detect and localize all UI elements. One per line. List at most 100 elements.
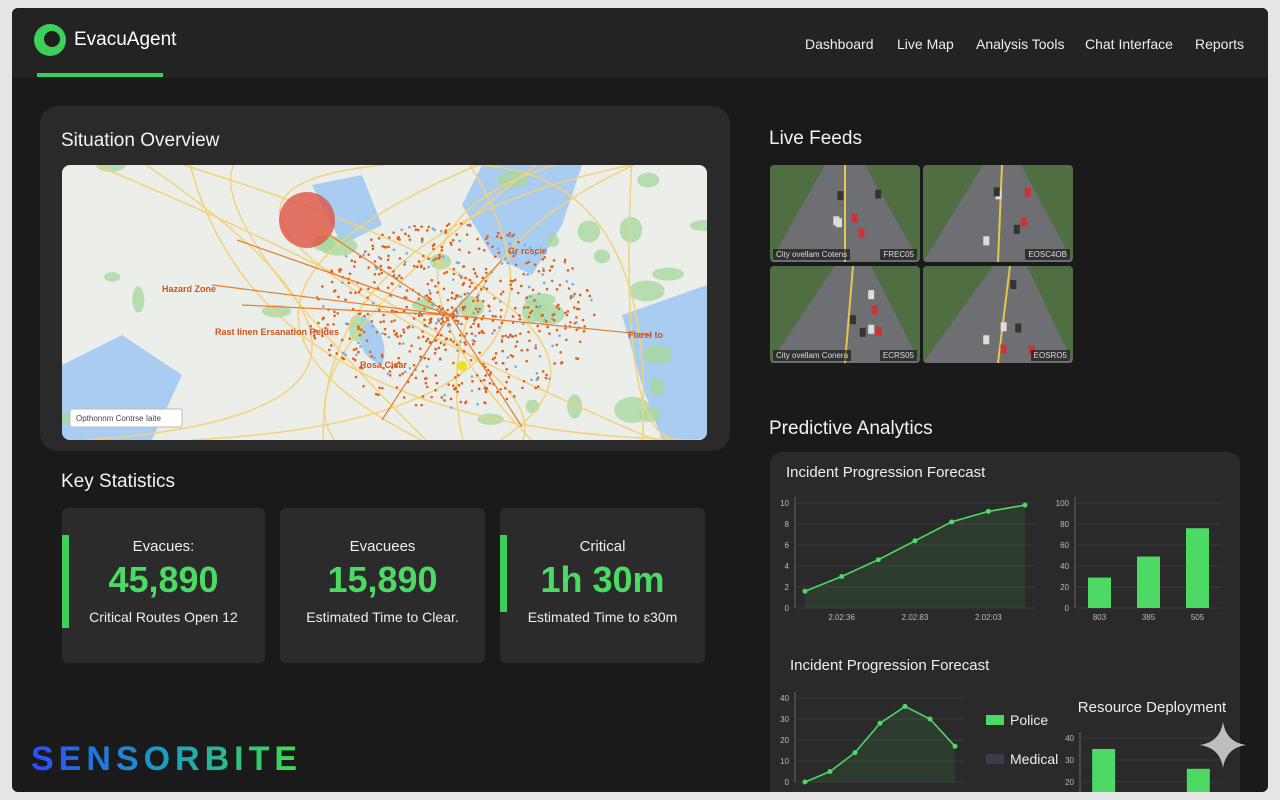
park [429,253,452,270]
nav-link[interactable]: Dashboard [805,36,874,52]
incident-dot [405,289,409,292]
car [1010,279,1017,289]
incident-dot [507,375,511,379]
road [229,165,427,440]
park [132,286,145,313]
incident-dot [510,287,514,291]
incident-dot [462,350,466,353]
incident-dot [482,314,485,318]
area [805,505,1025,608]
incident-dot [528,311,532,315]
incident-dot [400,276,403,280]
incident-dot [501,290,505,294]
nav-link[interactable]: Reports [1195,36,1245,52]
incident-dot [434,257,438,260]
incident-dot [362,253,365,257]
incident-dot [517,314,521,317]
car [1020,217,1027,227]
camera-image [923,266,1073,363]
incident-dot [551,344,554,348]
map-label: Fiarel to [628,330,664,340]
y-tick-label: 80 [1060,520,1069,529]
incident-dot [463,292,467,296]
incident-dot [370,354,373,358]
incident-dot [440,396,444,399]
incident-dot [348,337,352,340]
y-tick-label: 0 [785,778,790,787]
incident-dot [371,244,375,248]
incident-dot [388,374,392,377]
section-title: Key Statistics [61,471,176,492]
incident-dot [402,396,406,399]
point [802,588,808,594]
park [652,267,684,281]
incident-dot [458,333,462,337]
incident-dot [506,261,510,265]
incident-dot [390,366,394,369]
y-tick-label: 20 [780,736,789,745]
incident-dot [493,356,497,359]
road [95,165,526,440]
incident-dot [447,383,450,386]
nav-link[interactable]: Analysis Tools [976,36,1065,52]
incident-dot [350,259,354,262]
lane-line [997,165,1003,262]
incident-dot [410,344,413,348]
incident-dot [357,350,360,354]
incident-dot [429,317,433,320]
incident-dot [458,239,462,243]
incident-dot [359,288,363,291]
brand: EvacuAgent [74,29,177,50]
incident-dot [390,320,393,323]
incident-dot [397,274,401,278]
incident-dot [354,347,358,351]
incident-dot [538,329,541,333]
incident-dot [534,344,538,347]
incident-dot [483,365,487,369]
incident-dot [582,329,586,333]
incident-dot [555,288,559,291]
incident-dot [436,291,439,294]
park [642,344,673,365]
y-tick-label: 2 [785,583,790,592]
nav-link[interactable]: Live Map [897,36,954,52]
incident-dot [452,340,455,343]
car [983,335,990,345]
incident-dot [419,347,422,350]
incident-dot [408,350,412,353]
incident-dot [426,282,430,286]
incident-dot [426,337,430,341]
incident-dot [433,228,436,232]
incident-dot [558,334,561,337]
incident-dot [583,324,586,328]
incident-dot [548,269,552,272]
incident-dot [519,284,523,288]
incident-dot [480,329,484,333]
map[interactable]: Hazard Zone Rast Iinen Ersanation Reldes R… [62,165,707,440]
nav-link[interactable]: Chat Interface [1085,36,1173,52]
incident-dot [462,308,465,311]
incident-dot [511,234,515,238]
y-tick-label: 6 [785,541,790,550]
point [902,703,908,709]
incident-dot [437,346,441,350]
incident-dot [358,333,362,337]
incident-dot [495,235,499,238]
incident-dot [388,236,391,239]
incident-dot [417,314,421,318]
incident-dot [500,321,504,325]
incident-dot [368,350,372,354]
incident-dot [354,291,357,295]
incident-dot [429,297,432,301]
incident-dot [456,311,459,315]
incident-dot [537,269,541,273]
point [877,720,883,726]
incident-dot [482,248,486,252]
incident-dot [530,309,534,313]
incident-dot [382,366,385,370]
incident-dot [465,233,469,236]
incident-dot [552,259,556,262]
incident-dot [509,279,513,283]
incident-dot [489,371,493,374]
incident-dot [324,326,327,330]
